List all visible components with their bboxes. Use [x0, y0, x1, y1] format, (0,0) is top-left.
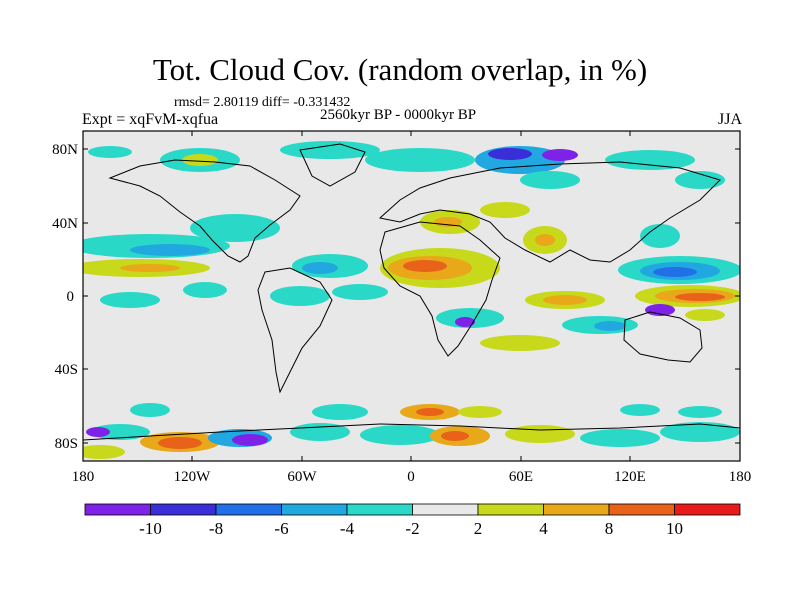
- axis-ticks: [82, 131, 741, 461]
- season-label: JJA: [717, 111, 742, 128]
- colorbar-box-5: [412, 503, 479, 516]
- latitude-axis: 80N 40N 0 40S 80S: [52, 142, 78, 452]
- longitude-axis: 180 120W 60W 0 60E 120E 180: [72, 469, 752, 485]
- lat-tick-label-40n: 40N: [52, 216, 78, 232]
- colorbar-label: -2: [405, 519, 419, 538]
- stats-line: rmsd= 2.80119 diff= -0.331432: [174, 95, 351, 110]
- lon-tick-label-120e: 120E: [614, 469, 646, 485]
- colorbar-label: -8: [209, 519, 223, 538]
- lon-tick-label-60e: 60E: [509, 469, 533, 485]
- colorbar-label: -10: [139, 519, 162, 538]
- colorbar-labels: -10 -8 -6 -4 -2 2 4 8 10: [139, 519, 683, 538]
- period-label: 2560kyr BP - 0000kyr BP: [320, 107, 477, 123]
- lon-tick-label-120w: 120W: [174, 469, 212, 485]
- colorbar-label: 10: [666, 519, 683, 538]
- lat-tick-label-40s: 40S: [55, 362, 78, 378]
- colorbar-box-1: [150, 503, 217, 516]
- colorbar-label: 8: [605, 519, 614, 538]
- colorbar-label: -4: [340, 519, 355, 538]
- colorbar-label: 4: [539, 519, 548, 538]
- colorbar-box-3: [281, 503, 348, 516]
- lat-tick-label-80n: 80N: [52, 142, 78, 158]
- colorbar-label: 2: [474, 519, 483, 538]
- colorbar-box-6: [477, 503, 544, 516]
- colorbar: [84, 503, 741, 516]
- colorbar-box-2: [215, 503, 282, 516]
- colorbar-box-4: [346, 503, 413, 516]
- coastlines: [83, 143, 740, 441]
- lat-tick-label-0: 0: [67, 289, 75, 305]
- experiment-label: Expt = xqFvM-xqfua: [82, 111, 219, 128]
- lon-tick-label-60w: 60W: [287, 469, 317, 485]
- colorbar-box-0: [84, 503, 151, 516]
- anomaly-field: [83, 141, 740, 459]
- colorbar-box-9: [674, 503, 741, 516]
- lon-tick-label-180w: 180: [72, 469, 95, 485]
- colorbar-box-8: [608, 503, 675, 516]
- lat-tick-label-80s: 80S: [55, 436, 78, 452]
- lon-tick-label-0: 0: [407, 469, 415, 485]
- map-title: Tot. Cloud Cov. (random overlap, in %): [152, 52, 648, 87]
- colorbar-label: -6: [274, 519, 288, 538]
- lon-tick-label-180e: 180: [729, 469, 752, 485]
- colorbar-box-7: [543, 503, 610, 516]
